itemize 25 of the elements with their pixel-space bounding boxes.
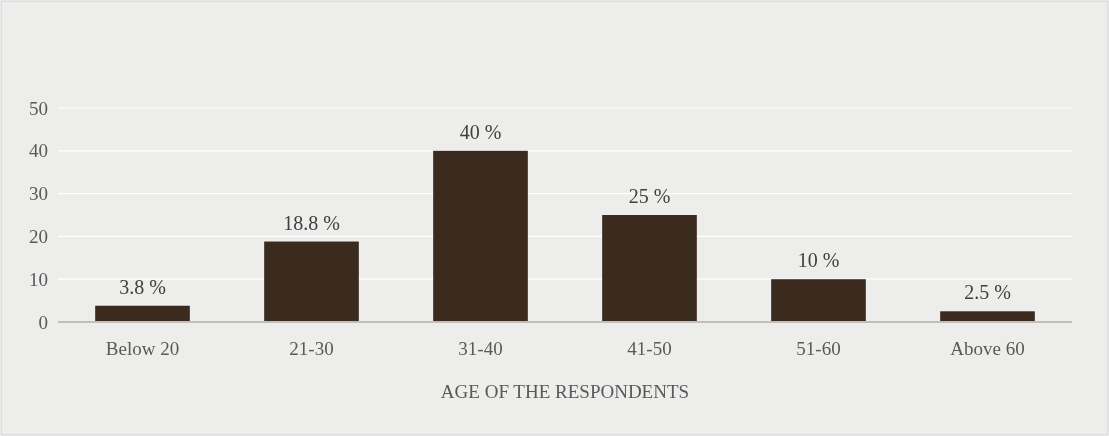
- bar: [95, 305, 190, 322]
- data-label: 40 %: [459, 120, 502, 143]
- x-tick-label: 21-30: [289, 338, 334, 359]
- x-tick-label: 51-60: [796, 338, 841, 359]
- y-tick-label: 40: [29, 140, 48, 162]
- data-label: 18.8 %: [283, 211, 340, 234]
- bar: [940, 311, 1035, 322]
- x-tick-label: Above 60: [950, 338, 1025, 359]
- y-tick-label: 20: [29, 226, 48, 248]
- y-tick-label: 30: [29, 183, 48, 205]
- data-label: 3.8 %: [119, 275, 166, 298]
- bar: [433, 150, 528, 322]
- data-label: 10 %: [797, 249, 840, 272]
- x-tick-label: 41-50: [627, 338, 672, 359]
- bar: [771, 279, 866, 322]
- y-tick-label: 10: [29, 268, 48, 290]
- y-tick-label: 50: [29, 97, 48, 119]
- x-tick-label: 31-40: [458, 338, 503, 359]
- y-tick-label: 0: [38, 311, 48, 333]
- bar: [264, 241, 359, 322]
- bar: [602, 215, 697, 322]
- data-label: 2.5 %: [964, 281, 1011, 304]
- data-label: 25 %: [628, 185, 671, 207]
- x-tick-label: Below 20: [105, 338, 180, 359]
- x-axis-title: AGE OF THE RESPONDENTS: [440, 381, 690, 402]
